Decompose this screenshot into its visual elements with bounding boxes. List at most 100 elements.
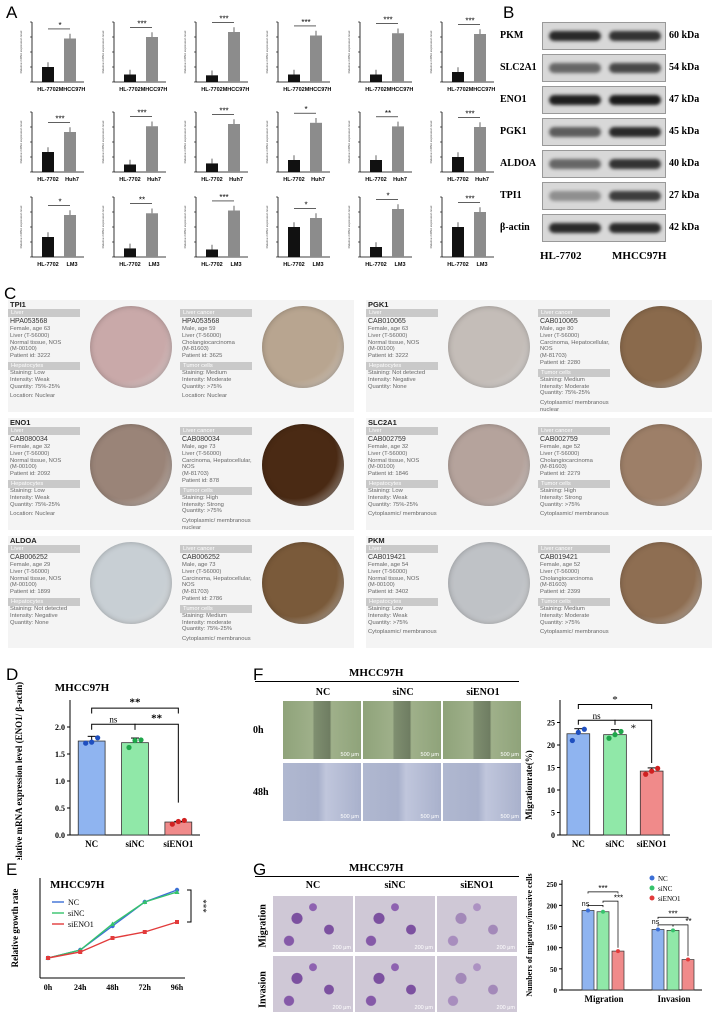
ihc-stain-line: Quantity: None	[368, 383, 407, 390]
a-xtick-label: HL-7702	[365, 87, 386, 93]
ihc-info-line: Patient id: 1899	[10, 589, 51, 596]
transwell-image: 200 μm	[273, 896, 353, 952]
ihc-info-line: Liver (T-56000)	[540, 568, 580, 575]
a-sig-label: *	[304, 200, 307, 209]
scale-bar-label: 500 μm	[500, 814, 519, 820]
a-xtick-label: HL-7702	[119, 87, 140, 93]
data-point	[126, 744, 132, 751]
a-xtick-label: Huh7	[65, 177, 79, 183]
sig-label: ***	[198, 899, 208, 913]
data-point	[671, 928, 675, 933]
transwell-image: 200 μm	[437, 956, 517, 1012]
ihc-info-line: (M-81703)	[182, 589, 209, 596]
ihc-info-cancer: Liver cancer HPA053568 Male, age 59 Liver (…	[180, 300, 252, 412]
ihc-stain-line: Staining: Low	[368, 487, 403, 494]
column-label: NC	[305, 880, 321, 891]
ihc-stain-line: Intensity: moderate	[182, 619, 232, 626]
transwell-image: 200 μm	[273, 956, 353, 1012]
scale-bar-label: 200 μm	[496, 945, 515, 951]
a-sig-label: *	[386, 191, 389, 200]
ihc-gene-name: TPI1	[10, 300, 26, 309]
ihc-info-line: Cholangiocarcinoma	[182, 339, 235, 346]
a-xtick-label: LM3	[395, 262, 406, 268]
a-ylabel: Relative mRNA expression level	[347, 205, 351, 248]
blot-protein-label: SLC2A1	[500, 62, 537, 73]
a-sig-label: ***	[465, 194, 474, 203]
ihc-cell-head: Hepatocytes	[366, 597, 438, 606]
a-ylabel: Relative mRNA expression level	[429, 30, 433, 73]
ihc-stain-line: Staining: Low	[10, 487, 45, 494]
a-xtick-label: LM3	[231, 262, 242, 268]
data-point	[618, 728, 624, 735]
y-tick-label: 0.5	[55, 804, 65, 813]
ihc-stain-line: Intensity: Weak	[368, 494, 408, 501]
ihc-info-line: (M-00100)	[10, 464, 37, 471]
a-xtick-label: HL-7702	[37, 177, 58, 183]
a-xtick-label: LM3	[477, 262, 488, 268]
chart-title: MHCC97H	[55, 682, 110, 694]
wound-image: 500 μm	[363, 701, 441, 759]
bar	[121, 742, 149, 836]
ihc-info-line: (M-81603)	[540, 464, 567, 471]
column-label: NC	[315, 687, 331, 698]
a-sig-label: *	[304, 105, 307, 114]
sig-label: ns	[582, 901, 590, 908]
sig-label: ***	[668, 909, 677, 918]
ihc-spacer	[180, 536, 252, 545]
sig-label: *	[631, 723, 637, 735]
ihc-spacer	[180, 418, 252, 427]
a-bar	[146, 126, 158, 172]
chart-title: MHCC97H	[50, 879, 105, 891]
ihc-info-line: Female, age 29	[10, 562, 51, 568]
y-tick-label: 15	[547, 764, 555, 773]
data-point	[655, 765, 661, 771]
y-tick-label: 0	[554, 987, 558, 995]
y-tick-label: 150	[547, 924, 558, 932]
ihc-info-line: Female, age 63	[10, 326, 51, 332]
scale-bar-label: 500 μm	[420, 814, 439, 820]
ihc-info-line: Liver (T-56000)	[10, 568, 50, 575]
ihc-tissue-core	[90, 542, 172, 624]
a-xtick-label: HL-7702	[283, 87, 304, 93]
a-sig-label: ***	[137, 19, 146, 28]
y-tick-label: 25	[547, 719, 555, 728]
ihc-tissue-core	[620, 424, 702, 506]
ihc-info-line: Male, age 59	[182, 326, 216, 332]
ihc-spacer	[538, 300, 610, 309]
ihc-cell-head: Tumor cells	[180, 604, 252, 613]
ihc-info-line: Female, age 52	[540, 444, 581, 450]
a-bar	[288, 160, 300, 172]
ihc-tissue-head: Liver	[8, 545, 80, 553]
data-point	[612, 732, 618, 738]
ihc-tissue-head: Liver cancer	[180, 427, 252, 435]
ihc-info-line: Liver (T-56000)	[182, 332, 222, 339]
a-bar	[452, 157, 464, 172]
data-point	[616, 949, 620, 954]
bar	[566, 733, 591, 836]
sig-bracket	[187, 889, 192, 923]
title-rule	[255, 681, 519, 682]
x-tick-label: siNC	[605, 839, 624, 849]
blot-protein-label: PGK1	[500, 126, 527, 137]
a-xtick-label: HL-7702	[119, 262, 140, 268]
ihc-stain-line: Staining: Not detected	[368, 369, 426, 376]
ihc-info-line: Normal tissue, NOS	[10, 457, 62, 464]
a-bar	[42, 237, 54, 257]
wound-image: 500 μm	[283, 701, 361, 759]
a-xtick-label: HL-7702	[447, 262, 468, 268]
blot-protein-label: ENO1	[500, 94, 527, 105]
ihc-info-line: Normal tissue, NOS	[368, 339, 420, 346]
ihc-location: Cytoplasmic/ membranous nuclear	[540, 400, 609, 413]
y-axis-label: Numbers of migratory/invasive cells	[525, 873, 534, 996]
ihc-stain-line: Quantity: >75%	[182, 383, 222, 390]
a-bar	[452, 227, 464, 257]
panel-f-wound-images: MHCC97H NC siNC siENO1 0h 500 μm 500 μm 500 μm 4…	[253, 665, 523, 860]
a-bar	[310, 218, 322, 257]
bar	[666, 929, 680, 991]
column-label: siNC	[392, 687, 414, 698]
ihc-stain-line: Staining: Low	[10, 369, 45, 376]
ihc-info-line: Carcinoma, Hepatocellular, NOS	[182, 457, 252, 471]
sig-label: ns	[652, 919, 660, 926]
a-bar	[288, 227, 300, 257]
blot-strip	[542, 86, 666, 114]
